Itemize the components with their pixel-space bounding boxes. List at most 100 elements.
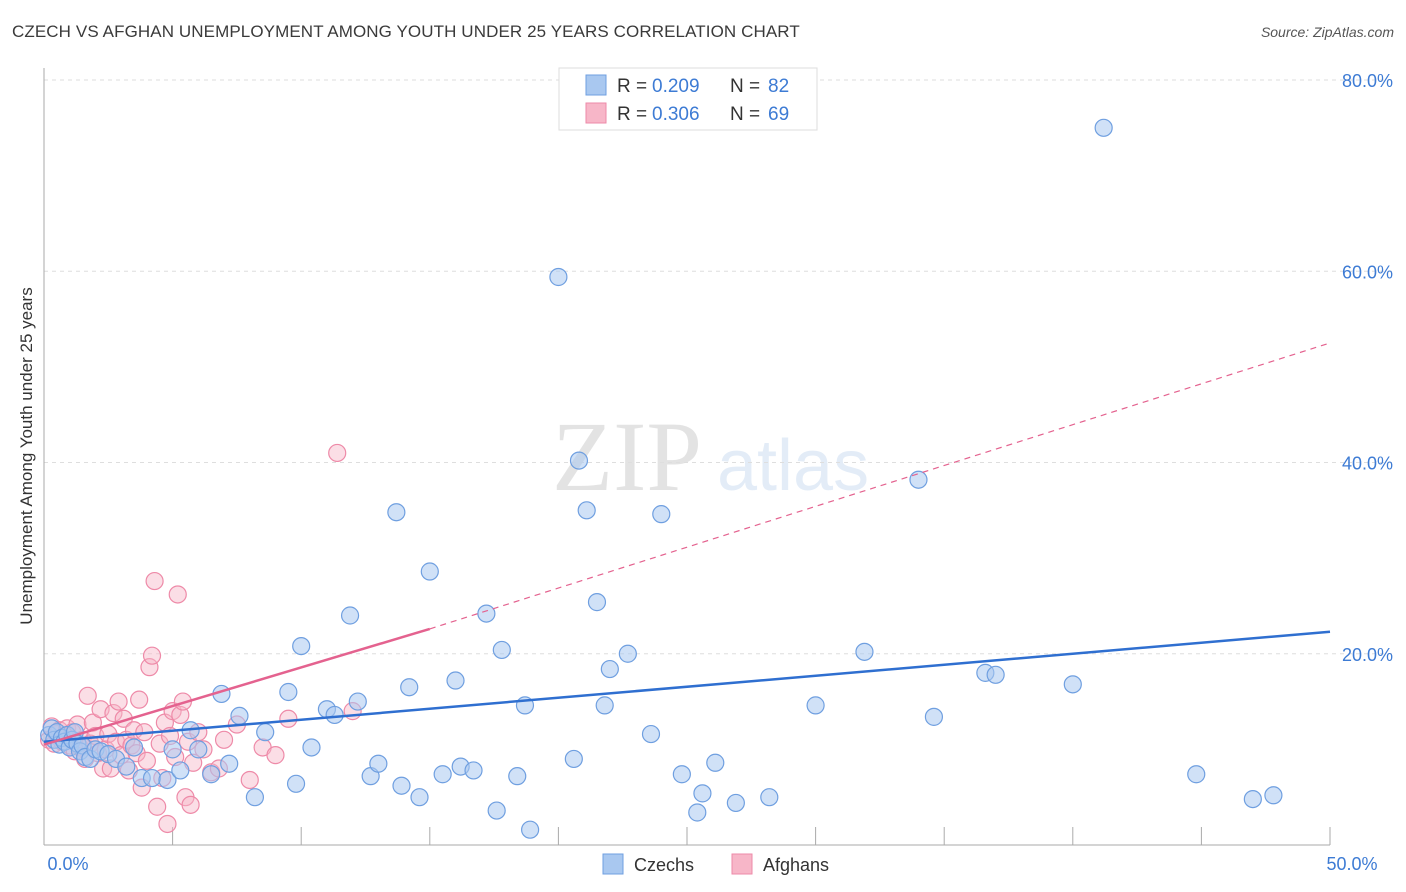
gridlines xyxy=(44,79,1395,655)
czechs-point xyxy=(1187,765,1206,784)
afghans-point xyxy=(158,814,177,834)
stats-legend: R = 0.209 N = 82 R = 0.306 N = 69 xyxy=(558,67,818,131)
czechs-point xyxy=(464,761,483,780)
afghans-point xyxy=(78,686,97,705)
czechs-point xyxy=(400,678,419,697)
y-axis-title: Unemployment Among Youth under 25 years xyxy=(17,287,36,624)
czechs-point xyxy=(521,820,540,839)
czechs-point xyxy=(487,801,506,820)
czechs-point xyxy=(256,723,275,742)
czechs-point xyxy=(508,767,527,786)
czechs-point xyxy=(279,682,298,702)
afghans-point xyxy=(137,751,156,770)
czechs-point xyxy=(569,451,589,470)
czechs-point xyxy=(142,768,162,788)
bottom-legend-afghans: Afghans xyxy=(763,855,829,875)
czechs-point xyxy=(760,788,779,807)
czechs-point xyxy=(577,501,596,520)
czechs-point xyxy=(171,761,190,780)
watermark: ZIP atlas xyxy=(552,401,869,512)
x-axis-ticks xyxy=(43,827,1331,845)
czechs-point xyxy=(855,642,874,661)
afghans-point xyxy=(104,703,123,723)
czechs-point xyxy=(302,738,321,757)
afghans-point xyxy=(279,709,298,728)
x-tick-label: 0.0% xyxy=(47,854,88,874)
afghans-point xyxy=(140,658,159,677)
czechs-point xyxy=(325,705,344,725)
y-tick-label: 60.0% xyxy=(1342,262,1393,282)
czechs-point xyxy=(387,503,406,522)
czechs-point xyxy=(1063,675,1082,694)
czechs-point xyxy=(220,754,239,773)
czechs-point xyxy=(446,671,465,690)
czechs-point xyxy=(693,784,712,803)
czechs-point xyxy=(1264,786,1283,805)
czechs-point xyxy=(595,696,614,715)
afghans-points xyxy=(40,443,362,834)
czechs-point xyxy=(245,788,265,807)
czechs-point xyxy=(477,604,496,623)
afghans-trend-extension xyxy=(429,342,1331,630)
czechs-point xyxy=(641,724,661,744)
afghans-point xyxy=(130,690,149,709)
afghans-point xyxy=(328,443,347,463)
czechs-point xyxy=(124,738,144,757)
czechs-point xyxy=(549,267,568,287)
czechs-point xyxy=(706,753,725,772)
czechs-points xyxy=(40,118,1283,839)
watermark-atlas: atlas xyxy=(717,426,869,506)
czechs-point xyxy=(369,754,388,773)
afghans-point xyxy=(214,730,234,749)
czechs-point xyxy=(230,706,249,726)
series-legend: Czechs Afghans xyxy=(602,853,829,875)
czechs-point xyxy=(726,793,745,813)
legend-swatch-czechs xyxy=(585,74,607,96)
legend-r-value: 0.209 xyxy=(652,76,700,97)
czechs-point xyxy=(202,765,221,784)
czechs-point xyxy=(1094,118,1113,137)
y-axis-tick-labels: 20.0% 40.0% 60.0% 80.0% xyxy=(1342,71,1393,665)
legend-n-value: 69 xyxy=(768,104,789,125)
czechs-point xyxy=(587,593,607,612)
czechs-point xyxy=(292,636,311,656)
bottom-legend-czechs: Czechs xyxy=(634,855,694,875)
czechs-point xyxy=(348,692,367,711)
czechs-point xyxy=(420,562,439,581)
y-tick-label: 20.0% xyxy=(1342,645,1393,665)
czechs-point xyxy=(909,470,928,489)
x-axis-tick-labels: 0.0% 50.0% xyxy=(47,854,1377,874)
bottom-legend-swatch-czechs xyxy=(602,853,624,875)
afghans-point xyxy=(266,746,285,765)
afghans-point xyxy=(171,705,190,725)
czechs-point xyxy=(806,696,825,715)
czechs-point xyxy=(672,765,691,784)
y-tick-label: 80.0% xyxy=(1342,71,1393,91)
czechs-point xyxy=(924,707,944,726)
legend-swatch-afghans xyxy=(585,102,607,124)
afghans-point xyxy=(181,795,200,814)
trend-lines xyxy=(43,342,1331,746)
afghans-point xyxy=(148,797,167,816)
afghans-trend-line xyxy=(43,627,431,746)
czechs-point xyxy=(189,740,208,759)
czechs-point xyxy=(618,644,637,663)
czechs-point xyxy=(163,740,182,759)
czechs-point xyxy=(564,749,583,769)
czechs-point xyxy=(492,640,511,660)
afghans-point xyxy=(142,646,162,665)
legend-r-label: R = xyxy=(617,76,647,97)
source-label: Source: ZipAtlas.com xyxy=(1260,24,1394,40)
legend-n-label: N = xyxy=(730,76,760,97)
czechs-point xyxy=(600,659,619,679)
x-tick-label: 50.0% xyxy=(1326,854,1377,874)
czechs-point xyxy=(392,776,411,795)
czechs-point xyxy=(652,505,671,524)
czechs-trend-line xyxy=(43,630,1331,743)
legend-n-label: N = xyxy=(730,104,760,125)
czechs-point xyxy=(158,770,177,790)
czechs-point xyxy=(410,788,429,807)
afghans-point xyxy=(168,585,187,604)
czechs-point xyxy=(286,774,306,793)
